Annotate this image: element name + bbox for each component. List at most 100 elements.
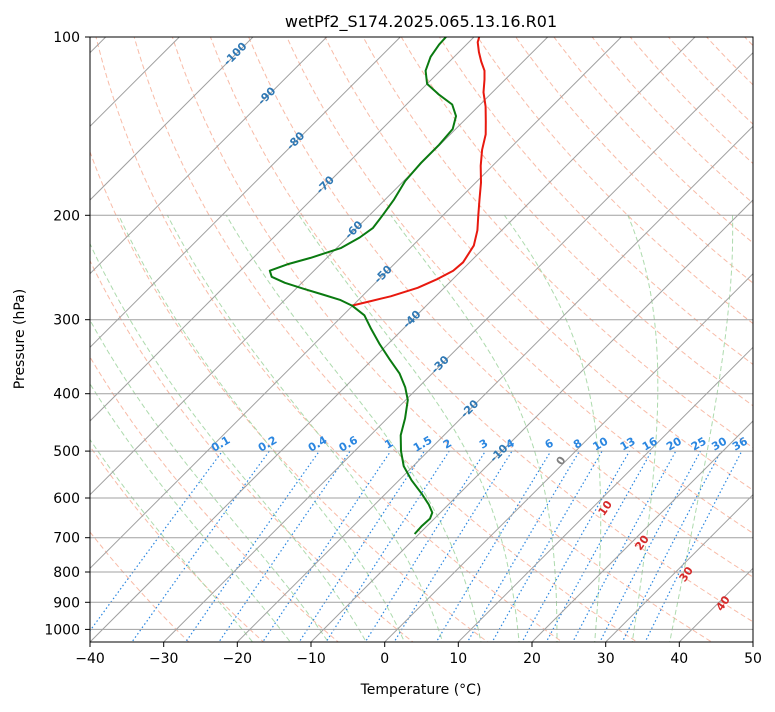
y-tick-label: 400 xyxy=(53,387,80,403)
dry-adiabat-label: 10 xyxy=(596,498,616,518)
dry-adiabat-label: 20 xyxy=(632,533,652,553)
y-axis-label: Pressure (hPa) xyxy=(12,289,28,389)
moist-adiabats xyxy=(90,215,734,642)
mixing-ratio-line xyxy=(184,450,320,642)
dry-adiabat-line xyxy=(705,37,753,86)
temperature-profile-line xyxy=(351,37,487,307)
y-tick-label: 200 xyxy=(53,208,80,224)
dry-adiabat-line xyxy=(477,37,753,325)
isotherm-line xyxy=(90,37,254,201)
x-tick-label: 20 xyxy=(523,651,541,667)
dry-adiabat-line xyxy=(90,531,190,642)
y-tick-label: 800 xyxy=(53,565,80,581)
dry-adiabat-line xyxy=(90,150,489,642)
moist-adiabat-line xyxy=(669,215,734,642)
dry-adiabat-line xyxy=(362,37,753,449)
isotherm-grid xyxy=(90,37,753,642)
x-tick-label: −20 xyxy=(223,651,253,667)
isotherm-line xyxy=(384,272,753,642)
y-tick-label: 300 xyxy=(53,313,80,329)
plot-frame xyxy=(89,36,754,643)
dry-adiabat-label: 30 xyxy=(677,564,697,584)
dry-adiabat-line xyxy=(133,37,638,642)
dry-adiabat-line xyxy=(209,37,753,623)
dry-adiabat-line xyxy=(744,37,753,47)
dewpoint-profile-line xyxy=(268,37,457,535)
moist-adiabat-line xyxy=(390,215,558,642)
isotherm-line xyxy=(90,37,401,349)
mixing-ratio-line xyxy=(621,450,722,642)
isotherm-line xyxy=(90,37,475,422)
y-axis-ticks: 100 200 300 400 500 600 700 800 900 1000 xyxy=(44,30,90,638)
mixing-ratio-line xyxy=(131,450,270,642)
dry-adiabat-line xyxy=(400,37,753,407)
moist-adiabat-line xyxy=(90,382,291,642)
x-tick-label: −10 xyxy=(296,651,326,667)
moist-adiabat-line xyxy=(627,215,659,642)
mixing-ratio-line xyxy=(262,450,392,642)
x-axis-label: Temperature (°C) xyxy=(360,682,482,698)
mixing-ratio-line xyxy=(491,450,603,642)
x-tick-label: 30 xyxy=(597,651,615,667)
isotherm-line xyxy=(90,37,549,496)
dry-adiabat-line xyxy=(324,37,753,491)
moist-adiabat-line xyxy=(503,215,602,642)
mixing-ratio-line xyxy=(599,450,702,642)
dry-adiabat-line xyxy=(629,37,753,165)
x-tick-label: −30 xyxy=(149,651,179,667)
mixing-ratio-line xyxy=(545,450,653,642)
mixing-ratio-line xyxy=(298,450,425,642)
dry-adiabat-line xyxy=(765,0,775,654)
chart-title: wetPf2_S174.2025.065.13.16.R01 xyxy=(285,12,557,32)
mixing-ratio-line xyxy=(325,450,450,642)
dry-adiabat-line xyxy=(591,37,753,204)
isotherm-line xyxy=(678,567,753,642)
y-tick-label: 600 xyxy=(53,491,80,507)
isotherm-line xyxy=(90,37,696,642)
isotherm-line xyxy=(310,199,753,642)
y-tick-label: 1000 xyxy=(44,622,80,638)
dry-adiabat-line xyxy=(95,37,564,642)
isotherm-label: -30 xyxy=(429,353,452,376)
isotherm-line xyxy=(163,51,753,642)
mixing-ratio-line xyxy=(435,450,552,642)
isotherm-line xyxy=(90,37,328,275)
moist-adiabat-line xyxy=(298,215,520,642)
mixing-ratio-line xyxy=(466,450,580,642)
isotherm-line xyxy=(90,37,622,570)
moist-adiabat-line xyxy=(118,215,406,642)
dry-adiabat-line xyxy=(515,37,753,284)
x-tick-label: −40 xyxy=(75,651,105,667)
dry-adiabats xyxy=(90,0,775,654)
isotherm-line xyxy=(752,641,753,642)
mixing-ratio-line xyxy=(218,450,351,642)
y-tick-label: 500 xyxy=(53,444,80,460)
moist-adiabat-line xyxy=(90,242,367,642)
moist-adiabat-line xyxy=(90,319,329,642)
isotherm-label: -60 xyxy=(342,218,365,241)
moist-adiabat-line xyxy=(90,438,254,642)
mixing-ratio-line xyxy=(644,450,743,642)
plot-area: 0.1 0.2 0.4 0.6 1 1.5 2 3 4 6 8 10 13 16 20 25 30 36-100-… xyxy=(90,0,775,654)
x-axis-ticks: −40 −30 −20 −10 0 10 20 30 40 50 xyxy=(75,642,762,667)
y-tick-label: 900 xyxy=(53,595,80,611)
dry-adiabat-label: 0 xyxy=(554,454,569,468)
dry-adiabat-line xyxy=(286,37,753,534)
isotherm-line xyxy=(236,125,753,642)
dry-adiabat-line xyxy=(248,37,753,578)
dry-adiabat-line xyxy=(438,37,753,365)
moist-adiabat-line xyxy=(225,215,482,642)
mixing-ratio-line xyxy=(393,450,513,642)
dry-adiabat-line xyxy=(729,0,775,654)
mixing-ratio-label: 6 xyxy=(543,436,556,451)
isotherm-line xyxy=(531,420,753,642)
dry-adiabat-line xyxy=(90,259,414,642)
y-tick-label: 700 xyxy=(53,531,80,547)
dry-adiabat-line xyxy=(171,37,713,642)
isobar-grid xyxy=(90,37,753,630)
isotherm-line xyxy=(605,493,753,642)
isotherm-line xyxy=(457,346,753,642)
profile-lines xyxy=(268,37,487,535)
